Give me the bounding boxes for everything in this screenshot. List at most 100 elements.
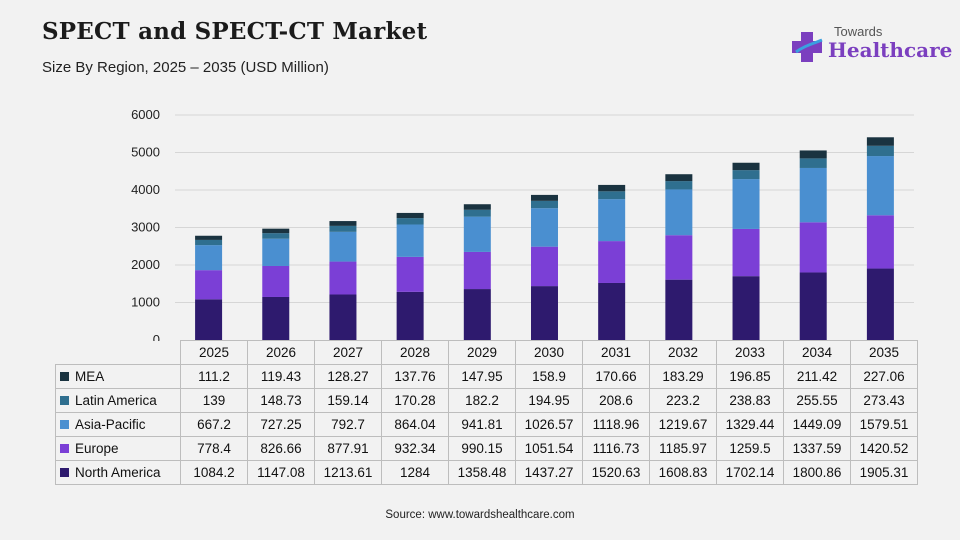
legend-swatch (60, 372, 69, 381)
data-label: 667.2 (180, 412, 248, 437)
y-tick-label: 2000 (131, 257, 160, 272)
bar-segment-mea (262, 228, 290, 234)
bar-segment-europe (396, 256, 424, 292)
bar-segment-north-america (396, 291, 424, 340)
bar-segment-latin-america (665, 181, 693, 190)
data-label: 1420.52 (850, 436, 918, 461)
bar-segment-mea (195, 235, 223, 240)
y-tick-label: 1000 (131, 295, 160, 310)
source-note: Source: www.towardshealthcare.com (385, 509, 575, 521)
bar-segment-latin-america (329, 225, 357, 232)
x-tick-label: 2035 (850, 340, 918, 365)
data-label: 1259.5 (716, 436, 784, 461)
bar-segment-mea (732, 162, 760, 171)
bar-segment-europe (463, 251, 491, 290)
bar-segment-mea (329, 221, 357, 226)
bar-segment-mea (866, 137, 894, 146)
bar-segment-north-america (262, 296, 290, 340)
data-label: 932.34 (381, 436, 449, 461)
data-label: 1185.97 (649, 436, 717, 461)
data-label: 1329.44 (716, 412, 784, 437)
y-tick-label: 6000 (131, 107, 160, 122)
data-label: 1026.57 (515, 412, 583, 437)
legend-label: Latin America (75, 393, 157, 408)
y-tick-label: 0 (153, 332, 160, 345)
data-label: 1358.48 (448, 460, 516, 485)
data-label: 183.29 (649, 364, 717, 389)
legend-entry: MEA (55, 364, 181, 389)
table-row: MEA 111.2 119.43 128.27 137.76 147.95 158.9 170… (55, 364, 918, 389)
data-table: 2025 2026 2027 2028 2029 2030 2031 2032 2033 2034… (55, 340, 918, 485)
bar-segment-europe (866, 215, 894, 269)
bar-segment-mea (396, 212, 424, 219)
bar-segment-asia-pacific (262, 238, 290, 266)
bar-segment-europe (530, 246, 558, 287)
legend-swatch (60, 420, 69, 429)
data-label: 1905.31 (850, 460, 918, 485)
bar-segment-asia-pacific (866, 156, 894, 216)
data-label: 148.73 (247, 388, 315, 413)
data-label: 119.43 (247, 364, 315, 389)
bar-segment-europe (799, 222, 827, 273)
bar-segment-north-america (799, 272, 827, 340)
y-tick-label: 3000 (131, 220, 160, 235)
bar-segment-europe (732, 228, 760, 277)
data-label: 128.27 (314, 364, 382, 389)
legend-label: Europe (75, 441, 119, 456)
legend-swatch (60, 396, 69, 405)
table-row: North America 1084.2 1147.08 1213.61 1284 135… (55, 460, 918, 485)
data-label: 255.55 (783, 388, 851, 413)
bar-segment-asia-pacific (530, 208, 558, 247)
bar-segment-asia-pacific (598, 199, 626, 242)
data-label: 826.66 (247, 436, 315, 461)
x-tick-label: 2029 (448, 340, 516, 365)
data-label: 208.6 (582, 388, 650, 413)
y-tick-label: 5000 (131, 145, 160, 160)
data-label: 139 (180, 388, 248, 413)
data-label: 182.2 (448, 388, 516, 413)
bar-segment-asia-pacific (732, 179, 760, 229)
legend-swatch (60, 444, 69, 453)
bar-segment-north-america (665, 279, 693, 340)
data-label: 1800.86 (783, 460, 851, 485)
data-label: 1116.73 (582, 436, 650, 461)
legend-swatch (60, 468, 69, 477)
bar-segment-north-america (530, 286, 558, 340)
bar-segment-north-america (866, 268, 894, 340)
bar-segment-latin-america (463, 209, 491, 217)
bar-segment-north-america (195, 299, 223, 340)
legend-label: MEA (75, 369, 105, 384)
bar-segment-latin-america (732, 170, 760, 180)
bar-segment-latin-america (799, 158, 827, 168)
data-label: 170.28 (381, 388, 449, 413)
data-label: 137.76 (381, 364, 449, 389)
data-label: 1118.96 (582, 412, 650, 437)
data-label: 990.15 (448, 436, 516, 461)
x-tick-label: 2028 (381, 340, 449, 365)
data-label: 1449.09 (783, 412, 851, 437)
data-label: 1702.14 (716, 460, 784, 485)
logo-text-main: Healthcare (828, 38, 953, 62)
data-label: 211.42 (783, 364, 851, 389)
data-label: 1337.59 (783, 436, 851, 461)
x-tick-label: 2027 (314, 340, 382, 365)
data-label: 1147.08 (247, 460, 315, 485)
x-tick-label: 2032 (649, 340, 717, 365)
data-label: 727.25 (247, 412, 315, 437)
bar-segment-europe (262, 265, 290, 297)
data-label: 158.9 (515, 364, 583, 389)
data-label: 941.81 (448, 412, 516, 437)
table-row: Europe 778.4 826.66 877.91 932.34 990.15 1051.… (55, 436, 918, 461)
table-row: Asia-Pacific 667.2 727.25 792.7 864.04 941.81… (55, 412, 918, 437)
data-label: 1520.63 (582, 460, 650, 485)
data-label: 792.7 (314, 412, 382, 437)
x-tick-label: 2026 (247, 340, 315, 365)
bar-segment-latin-america (262, 233, 290, 239)
data-label: 196.85 (716, 364, 784, 389)
table-corner (55, 340, 181, 365)
data-label: 147.95 (448, 364, 516, 389)
bar-segment-mea (799, 150, 827, 159)
data-label: 1608.83 (649, 460, 717, 485)
bar-segment-north-america (598, 282, 626, 340)
brand-logo: Towards Healthcare (788, 22, 952, 68)
